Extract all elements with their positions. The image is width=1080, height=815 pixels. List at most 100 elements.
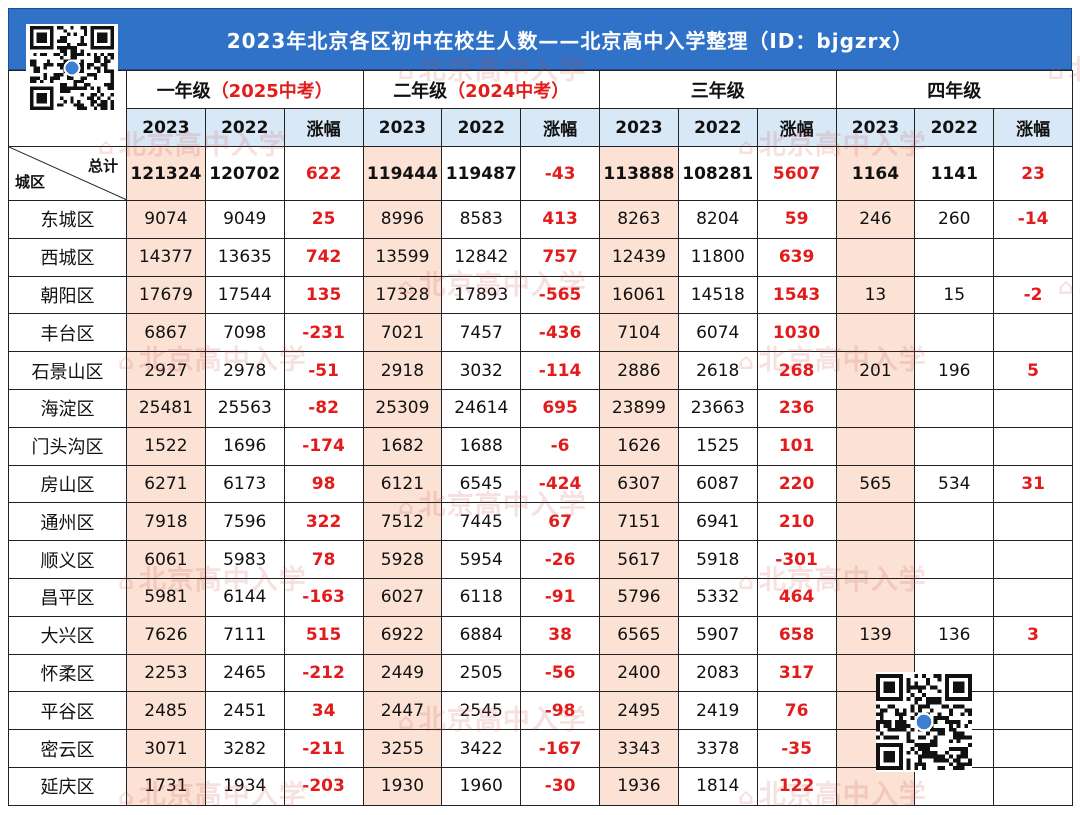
grade-header-4: 四年级 <box>835 70 1073 109</box>
cell-grade-4-change <box>993 653 1073 693</box>
year-header-grade-4-2022: 2022 <box>914 108 995 147</box>
district-label: 城区 <box>15 173 46 191</box>
cell-grade-3-change: 59 <box>756 200 837 239</box>
district-name: 昌平区 <box>8 577 127 617</box>
cell-grade-2-2023: 6027 <box>362 577 443 617</box>
cell-grade-3-change: -35 <box>756 729 837 768</box>
grade-header-row: 一年级（2025中考） 二年级（2024中考） 三年级 四年级 <box>8 70 1073 147</box>
cell-grade-4-2023 <box>835 577 916 617</box>
cell-grade-3-2022: 1814 <box>677 766 758 806</box>
cell-grade-2-change: -424 <box>520 464 600 504</box>
cell-grade-1-2023: 7626 <box>126 615 206 655</box>
cell-grade-1-change: 98 <box>283 464 364 504</box>
cell-grade-2-change: -436 <box>520 313 600 353</box>
cell-grade-2-2023: 1682 <box>362 426 443 466</box>
cell-grade-1-2022: 6173 <box>204 464 285 504</box>
cell-grade-4-change <box>993 388 1073 428</box>
cell-grade-3-change: 1543 <box>756 275 837 315</box>
year-header-grade-2-2023: 2023 <box>362 108 443 147</box>
cell-grade-3-2023: 3343 <box>599 729 679 768</box>
cell-grade-3-2022: 1525 <box>677 426 758 466</box>
cell-grade-3-2022: 3378 <box>677 729 758 768</box>
grade-label: 二年级 <box>393 80 448 102</box>
cell-grade-4-2022 <box>914 388 995 428</box>
cell-grade-2-change: -56 <box>520 653 600 693</box>
cell-grade-3-2022: 2419 <box>677 691 758 731</box>
cell-grade-2-2023: 2447 <box>362 691 443 731</box>
cell-grade-3-change: 658 <box>756 615 837 655</box>
cell-grade-2-2022: 1960 <box>441 766 522 806</box>
cell-grade-4-2023 <box>835 237 916 277</box>
year-header-grade-4-2023: 2023 <box>835 108 916 147</box>
cell-grade-4-2022: 136 <box>914 615 995 655</box>
cell-grade-3-2023: 1936 <box>599 766 679 806</box>
cell-grade-4-2023 <box>835 426 916 466</box>
district-name: 石景山区 <box>8 351 127 390</box>
total-grade-2-2023: 119444 <box>362 146 443 201</box>
exam-year-note: （2025中考） <box>210 80 333 102</box>
cell-grade-2-2022: 2545 <box>441 691 522 731</box>
cell-grade-1-change: -231 <box>283 313 364 353</box>
cell-grade-2-2022: 12842 <box>441 237 522 277</box>
cell-grade-1-2023: 2927 <box>126 351 206 390</box>
cell-grade-2-2023: 13599 <box>362 237 443 277</box>
total-grade-3-change: 5607 <box>756 146 837 201</box>
cell-grade-2-2022: 1688 <box>441 426 522 466</box>
cell-grade-2-2022: 8583 <box>441 200 522 239</box>
cell-grade-2-change: 67 <box>520 502 600 542</box>
cell-grade-2-2023: 17328 <box>362 275 443 315</box>
grade-label: 一年级 <box>156 80 211 102</box>
cell-grade-4-change: 5 <box>993 351 1073 390</box>
cell-grade-4-2022 <box>914 540 995 579</box>
cell-grade-4-change <box>993 426 1073 466</box>
cell-grade-2-2023: 6922 <box>362 615 443 655</box>
total-grade-1-2022: 120702 <box>204 146 285 201</box>
cell-grade-4-2022 <box>914 313 995 353</box>
cell-grade-1-change: -174 <box>283 426 364 466</box>
cell-grade-3-change: 220 <box>756 464 837 504</box>
cell-grade-3-2022: 2083 <box>677 653 758 693</box>
cell-grade-4-change: 31 <box>993 464 1073 504</box>
cell-grade-3-change: 101 <box>756 426 837 466</box>
cell-grade-1-2022: 6144 <box>204 577 285 617</box>
year-header-grade-1-2022: 2022 <box>204 108 285 147</box>
cell-grade-1-2022: 25563 <box>204 388 285 428</box>
table-row: 朝阳区 17679 17544 135 17328 17893 -565 16061 14518… <box>8 275 1073 315</box>
cell-grade-1-2023: 17679 <box>126 275 206 315</box>
grade-label: 三年级 <box>690 80 745 102</box>
cell-grade-4-2023 <box>835 766 916 806</box>
cell-grade-4-2022: 534 <box>914 464 995 504</box>
district-name: 门头沟区 <box>8 426 127 466</box>
district-name: 西城区 <box>8 237 127 277</box>
cell-grade-4-2023: 139 <box>835 615 916 655</box>
cell-grade-4-change <box>993 502 1073 542</box>
cell-grade-2-2023: 25309 <box>362 388 443 428</box>
district-name: 顺义区 <box>8 540 127 579</box>
cell-grade-1-change: -203 <box>283 766 364 806</box>
cell-grade-2-2022: 3422 <box>441 729 522 768</box>
cell-grade-1-2023: 5981 <box>126 577 206 617</box>
total-label: 总计 <box>87 157 118 175</box>
exam-year-note: （2024中考） <box>447 80 570 102</box>
cell-grade-1-change: -212 <box>283 653 364 693</box>
diagonal-line <box>9 147 126 200</box>
district-name: 怀柔区 <box>8 653 127 693</box>
table-row: 东城区 9074 9049 25 8996 8583 413 8263 8204 59 246 260… <box>8 200 1073 239</box>
cell-grade-2-change: -91 <box>520 577 600 617</box>
year-header-grade-2-change: 涨幅 <box>520 108 600 147</box>
cell-grade-3-2022: 5918 <box>677 540 758 579</box>
cell-grade-2-change: -565 <box>520 275 600 315</box>
cell-grade-2-2023: 5928 <box>362 540 443 579</box>
cell-grade-1-2022: 17544 <box>204 275 285 315</box>
cell-grade-1-2022: 7111 <box>204 615 285 655</box>
total-grade-3-2022: 108281 <box>677 146 758 201</box>
year-header-grade-1-2023: 2023 <box>126 108 206 147</box>
cell-grade-3-2022: 23663 <box>677 388 758 428</box>
cell-grade-4-change <box>993 766 1073 806</box>
table-row: 顺义区 6061 5983 78 5928 5954 -26 5617 5918 -301 <box>8 540 1073 579</box>
cell-grade-1-2022: 13635 <box>204 237 285 277</box>
cell-grade-1-change: 135 <box>283 275 364 315</box>
cell-grade-4-change <box>993 729 1073 768</box>
district-name: 平谷区 <box>8 691 127 731</box>
cell-grade-1-change: 742 <box>283 237 364 277</box>
